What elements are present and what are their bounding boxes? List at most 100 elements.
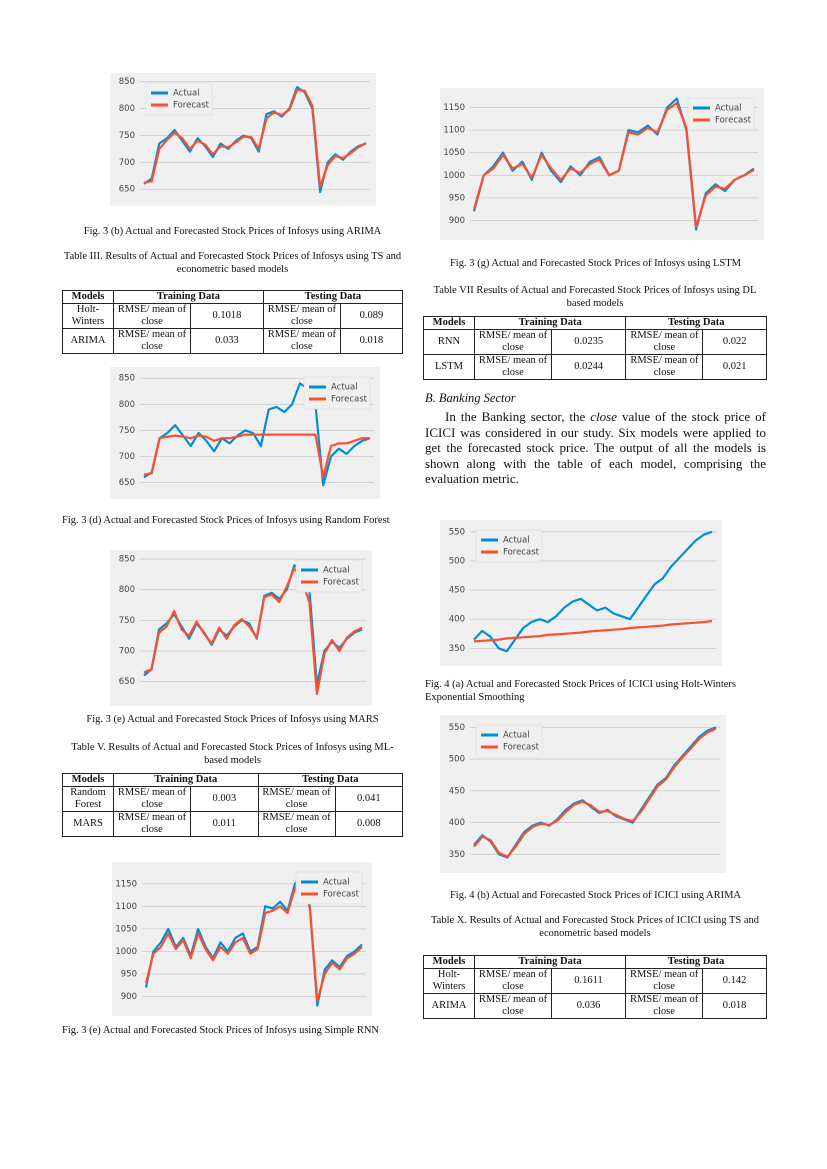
table-cell: RMSE/ mean of close: [113, 328, 191, 354]
data-line: [472, 101, 755, 229]
table-cell: RMSE/ mean of close: [113, 303, 191, 329]
y-tick-label: 650: [119, 185, 135, 195]
table-cell: 0.0244: [550, 354, 627, 380]
figure-caption: Fig. 3 (e) Actual and Forecasted Stock P…: [86, 714, 379, 725]
section-heading: B. Banking Sector: [425, 391, 516, 405]
y-tick-label: 700: [119, 452, 135, 462]
table-cell: Random Forest: [62, 786, 114, 812]
column-header: Testing Data: [262, 290, 404, 304]
table-caption: Table VII Results of Actual and Forecast…: [433, 285, 757, 309]
legend-label: Actual: [173, 89, 200, 99]
table-cell: RMSE/ mean of close: [625, 968, 704, 994]
results-table: Models Training Data Testing Data RNN RMSE/ …: [423, 316, 767, 380]
table-row: ARIMA RMSE/ mean of close 0.036 RMSE/ mean …: [423, 993, 767, 1019]
table-cell: 0.022: [702, 329, 767, 355]
legend-label: Forecast: [503, 743, 540, 753]
header-row: Models Training Data Testing Data: [62, 290, 404, 304]
table-cell: RMSE/ mean of close: [625, 993, 704, 1019]
legend-label: Actual: [715, 104, 742, 114]
chart: 650 700 750 800 850 Actual Forecast: [110, 550, 372, 706]
data-line: [143, 88, 367, 188]
column-header: Testing Data: [625, 955, 767, 969]
figure-caption: Fig. 3 (e) Actual and Forecasted Stock P…: [62, 1025, 379, 1036]
text-italic: close: [590, 409, 618, 424]
y-tick-label: 1150: [443, 103, 465, 113]
legend-label: Forecast: [323, 578, 360, 588]
legend-label: Actual: [503, 731, 530, 741]
chart: 350 400 450 500 550 Actual Forecast: [440, 715, 726, 873]
results-table: Models Training Data Testing Data Holt-Wint…: [62, 290, 404, 354]
legend-label: Actual: [503, 536, 530, 546]
table-cell: RNN: [423, 329, 475, 355]
y-tick-label: 450: [449, 786, 465, 796]
text: In the Banking sector, the: [445, 409, 591, 424]
y-tick-label: 800: [119, 585, 135, 595]
y-tick-label: 1050: [443, 148, 465, 158]
data-line: [143, 382, 371, 487]
legend-label: Forecast: [503, 548, 540, 558]
column-header: Training Data: [113, 773, 259, 787]
legend-label: Actual: [323, 566, 350, 576]
results-table: Models Training Data Testing Data Holt-Wint…: [423, 955, 767, 1019]
data-line: [143, 567, 363, 695]
chart: 650 700 750 800 850 Actual Forecast: [110, 367, 380, 499]
y-tick-label: 500: [449, 755, 465, 765]
column-header: Models: [62, 290, 114, 304]
column-header: Testing Data: [625, 316, 767, 330]
table-cell: MARS: [62, 811, 114, 837]
data-line: [144, 873, 363, 1007]
table-row: Holt-Winters RMSE/ mean of close 0.1611 RMS…: [423, 968, 767, 994]
y-tick-label: 400: [449, 615, 465, 625]
table-cell: 0.011: [190, 811, 259, 837]
table-cell: 0.0235: [550, 329, 627, 355]
y-tick-label: 800: [119, 400, 135, 410]
y-tick-label: 550: [449, 723, 465, 733]
legend: Actual Forecast: [295, 559, 363, 593]
column-header: Models: [423, 955, 475, 969]
legend-label: Forecast: [323, 890, 360, 900]
table-caption: Table V. Results of Actual and Forecaste…: [71, 742, 394, 766]
column-header: Models: [423, 316, 475, 330]
legend-box: [295, 559, 363, 593]
y-tick-label: 900: [449, 216, 465, 226]
legend-box: [295, 871, 363, 905]
table-cell: Holt-Winters: [423, 968, 475, 994]
results-table: Models Training Data Testing Data Random Fo…: [62, 773, 403, 837]
y-tick-label: 400: [449, 818, 465, 828]
data-line: [143, 433, 370, 479]
legend-label: Actual: [323, 878, 350, 888]
data-line: [473, 727, 717, 858]
table-row: RNN RMSE/ mean of close 0.0235 RMSE/ mean o…: [423, 329, 767, 355]
legend-label: Forecast: [173, 101, 210, 111]
data-line: [144, 878, 363, 1003]
legend: Actual Forecast: [303, 376, 371, 410]
table-cell: 0.021: [702, 354, 767, 380]
y-tick-label: 950: [121, 969, 137, 979]
y-tick-label: 450: [449, 586, 465, 596]
table-cell: 0.033: [190, 328, 264, 354]
table-caption: Table X. Results of Actual and Forecaste…: [430, 915, 760, 939]
y-tick-label: 750: [119, 616, 135, 626]
figure-caption: Fig. 4 (b) Actual and Forecasted Stock P…: [449, 890, 742, 901]
data-line: [473, 619, 713, 643]
text: value of the stock price of ICICI was co…: [425, 409, 766, 486]
column-header: Testing Data: [257, 773, 403, 787]
y-tick-label: 650: [119, 478, 135, 488]
table-cell: 0.089: [339, 303, 404, 329]
table-row: LSTM RMSE/ mean of close 0.0244 RMSE/ mean …: [423, 354, 767, 380]
y-tick-label: 750: [119, 426, 135, 436]
column-header: Training Data: [113, 290, 264, 304]
y-tick-label: 1100: [443, 126, 465, 136]
table-row: Random Forest RMSE/ mean of close 0.003 RMS…: [62, 786, 403, 812]
table-cell: RMSE/ mean of close: [262, 303, 341, 329]
table-cell: 0.003: [190, 786, 259, 812]
header-row: Models Training Data Testing Data: [423, 316, 767, 330]
table-cell: 0.018: [702, 993, 767, 1019]
table-cell: 0.008: [334, 811, 403, 837]
column-header: Training Data: [473, 316, 627, 330]
legend: Actual Forecast: [475, 529, 543, 563]
legend-box: [145, 82, 213, 116]
table-cell: RMSE/ mean of close: [474, 354, 552, 380]
table-cell: RMSE/ mean of close: [625, 329, 704, 355]
